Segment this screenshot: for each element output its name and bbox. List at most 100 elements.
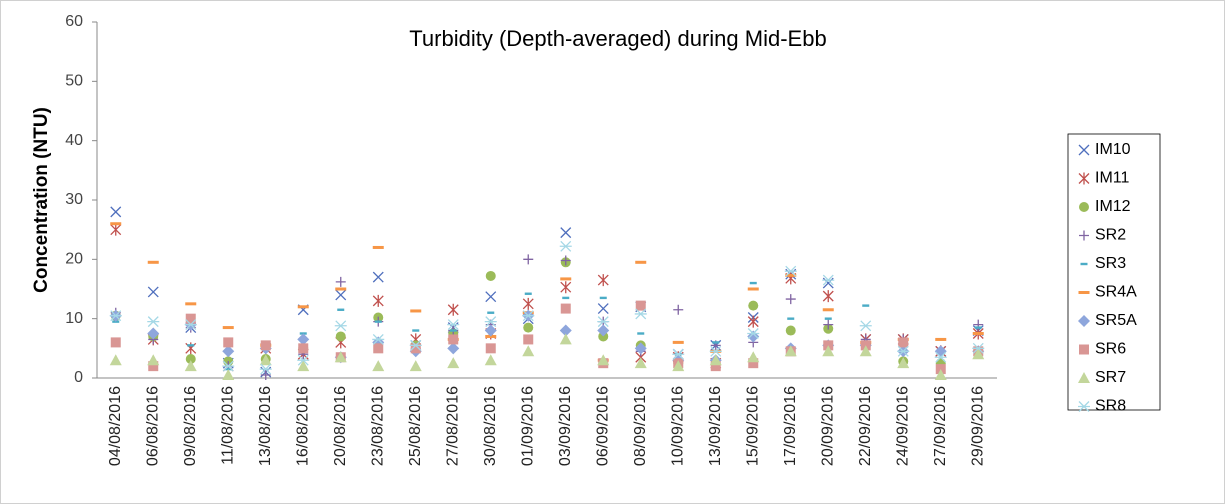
- data-point: [223, 337, 234, 348]
- y-tick-label: 60: [65, 13, 83, 30]
- data-point: [972, 332, 984, 335]
- data-point: [898, 337, 909, 348]
- data-point: [222, 369, 235, 381]
- data-point: [184, 319, 197, 331]
- data-point: [560, 227, 572, 239]
- data-point: [862, 304, 870, 307]
- data-point: [334, 351, 347, 363]
- data-point: [559, 240, 572, 252]
- data-point: [747, 315, 759, 328]
- data-point: [560, 303, 571, 314]
- data-point: [109, 310, 122, 322]
- data-point: [447, 319, 460, 331]
- data-point: [334, 320, 347, 332]
- data-point: [372, 271, 384, 283]
- legend-marker: [1079, 344, 1089, 355]
- legend-label: SR8: [1095, 398, 1126, 415]
- data-point: [447, 357, 460, 369]
- data-point: [709, 354, 722, 366]
- data-point: [710, 361, 721, 372]
- data-point: [335, 289, 347, 301]
- data-point: [337, 308, 345, 311]
- data-point: [110, 223, 122, 236]
- x-tick-label: 13/09/2016: [707, 386, 724, 466]
- data-point: [259, 363, 272, 375]
- data-point: [484, 324, 497, 337]
- data-point: [374, 320, 382, 323]
- data-point: [672, 340, 684, 344]
- data-point: [599, 296, 607, 300]
- data-point: [822, 290, 834, 303]
- x-tick-label: 24/09/2016: [894, 386, 911, 466]
- legend-marker: [1079, 230, 1089, 241]
- x-tick-label: 09/08/2016: [182, 386, 199, 466]
- x-tick-label: 11/08/2016: [219, 386, 236, 465]
- y-tick-label: 20: [65, 251, 83, 268]
- data-point: [785, 294, 796, 305]
- y-tick-label: 30: [65, 191, 83, 208]
- x-tick-label: 22/09/2016: [857, 386, 874, 466]
- data-point: [410, 343, 421, 354]
- data-point: [748, 300, 759, 311]
- data-point: [972, 342, 985, 354]
- data-point: [260, 340, 271, 351]
- data-point: [484, 316, 497, 328]
- x-tick-label: 20/09/2016: [819, 386, 836, 466]
- data-point: [560, 277, 572, 281]
- data-point: [184, 360, 197, 372]
- x-tick-label: 20/08/2016: [332, 386, 349, 466]
- data-point: [297, 354, 310, 366]
- data-point: [785, 325, 796, 336]
- y-axis-label: Concentration (NTU): [31, 107, 52, 293]
- data-point: [597, 303, 609, 315]
- legend-marker: [1078, 401, 1090, 412]
- data-point: [297, 333, 310, 346]
- data-point: [372, 294, 384, 307]
- x-tick-label: 15/09/2016: [744, 386, 761, 466]
- data-point: [409, 360, 422, 372]
- x-tick-label: 16/08/2016: [294, 386, 311, 466]
- data-point: [222, 345, 235, 358]
- x-tick-label: 06/09/2016: [594, 386, 611, 466]
- data-point: [260, 370, 271, 381]
- x-tick-label: 27/08/2016: [444, 386, 461, 466]
- data-point: [373, 343, 384, 354]
- legend-marker: [1078, 291, 1090, 294]
- data-point: [447, 303, 459, 316]
- data-point: [372, 360, 385, 372]
- data-point: [185, 302, 197, 306]
- data-point: [747, 328, 760, 339]
- data-point: [185, 354, 196, 365]
- x-tick-label: 30/08/2016: [482, 386, 499, 466]
- data-point: [297, 305, 309, 309]
- y-tick-label: 10: [65, 310, 83, 327]
- data-point: [485, 343, 496, 354]
- x-tick-label: 04/08/2016: [107, 386, 124, 466]
- data-point: [822, 274, 835, 286]
- data-point: [523, 334, 534, 345]
- x-tick-label: 17/09/2016: [782, 386, 799, 466]
- data-point: [410, 309, 422, 313]
- data-point: [448, 334, 459, 345]
- data-point: [597, 316, 610, 328]
- data-point: [110, 337, 121, 348]
- legend-label: SR2: [1095, 227, 1126, 244]
- data-point: [335, 331, 346, 342]
- data-point: [934, 369, 947, 381]
- data-point: [673, 304, 684, 315]
- data-point: [522, 310, 535, 322]
- data-point: [934, 351, 947, 363]
- data-point: [824, 317, 832, 320]
- data-point: [635, 300, 646, 311]
- legend-marker: [1080, 262, 1088, 266]
- data-point: [748, 358, 759, 369]
- x-tick-label: 03/09/2016: [557, 386, 574, 466]
- data-point: [784, 345, 797, 357]
- data-point: [447, 342, 460, 355]
- data-point: [749, 281, 757, 285]
- legend-label: SR4A: [1095, 284, 1137, 301]
- chart-title: Turbidity (Depth-averaged) during Mid-Eb…: [409, 26, 826, 51]
- data-point: [297, 360, 310, 372]
- data-point: [109, 354, 122, 366]
